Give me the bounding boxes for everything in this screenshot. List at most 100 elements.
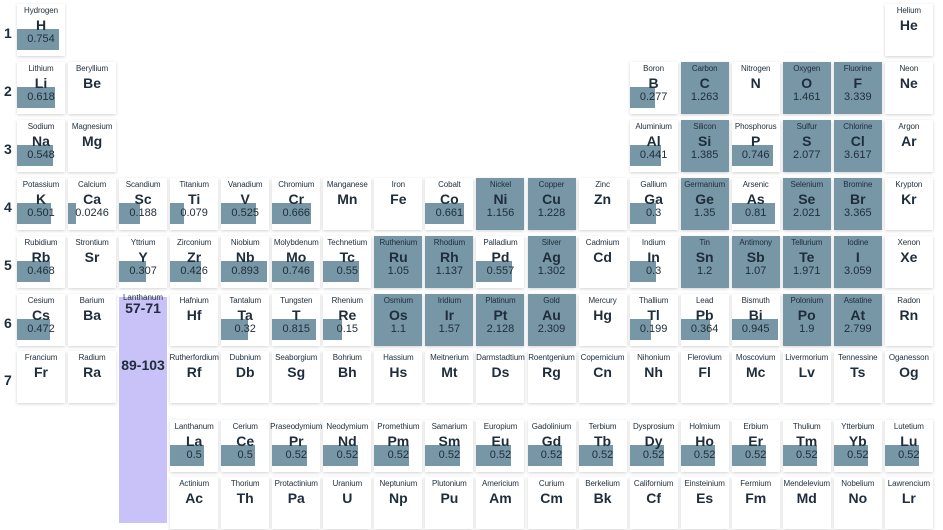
element-tile[interactable]: Phosphorus P 0.746 bbox=[731, 119, 780, 172]
element-tile[interactable]: Dysprosium Dy 0.52 bbox=[629, 420, 678, 472]
element-tile[interactable]: Palladium Pd 0.557 bbox=[476, 235, 525, 288]
element-tile[interactable]: Iridium Ir 1.57 bbox=[425, 293, 474, 346]
element-tile[interactable]: Californium Cf bbox=[629, 477, 678, 529]
element-tile[interactable]: Niobium Nb 0.893 bbox=[221, 235, 270, 288]
element-tile[interactable]: Yttrium Y 0.307 bbox=[119, 235, 168, 288]
element-tile[interactable]: Germanium Ge 1.35 bbox=[680, 177, 729, 230]
element-tile[interactable]: Plutonium Pu bbox=[425, 477, 474, 529]
element-tile[interactable]: Praseodymium Pr 0.52 bbox=[270, 420, 322, 472]
element-tile[interactable]: Astatine At 2.799 bbox=[833, 293, 882, 346]
element-tile[interactable]: Fermium Fm bbox=[731, 477, 780, 529]
element-tile[interactable]: Chromium Cr 0.666 bbox=[272, 177, 321, 230]
element-tile[interactable]: Sodium Na 0.548 bbox=[17, 119, 65, 172]
element-tile[interactable]: Uranium U bbox=[323, 477, 372, 529]
element-tile[interactable]: Silicon Si 1.385 bbox=[680, 119, 729, 172]
element-tile[interactable]: Sulfur S 2.077 bbox=[782, 119, 831, 172]
element-tile[interactable]: Bromine Br 3.365 bbox=[833, 177, 882, 230]
element-tile[interactable]: Radon Rn bbox=[884, 293, 933, 346]
element-tile[interactable]: Tellurium Te 1.971 bbox=[782, 235, 831, 288]
element-tile[interactable]: Beryllium Be bbox=[68, 61, 117, 114]
element-tile[interactable]: Oxygen O 1.461 bbox=[782, 61, 831, 114]
element-tile[interactable]: Gallium Ga 0.3 bbox=[629, 177, 678, 230]
element-tile[interactable]: Rhodium Rh 1.137 bbox=[425, 235, 474, 288]
element-tile[interactable]: Tin Sn 1.2 bbox=[680, 235, 729, 288]
element-tile[interactable]: Tantalum Ta 0.32 bbox=[221, 293, 270, 346]
element-tile[interactable]: Argon Ar bbox=[884, 119, 933, 172]
element-tile[interactable]: Copper Cu 1.228 bbox=[527, 177, 576, 230]
element-tile[interactable]: Neodymium Nd 0.52 bbox=[323, 420, 372, 472]
element-tile[interactable]: Lanthanum La 0.5 bbox=[170, 420, 219, 472]
element-tile[interactable]: Magnesium Mg bbox=[68, 119, 117, 172]
element-tile[interactable]: Chlorine Cl 3.617 bbox=[833, 119, 882, 172]
element-tile[interactable]: Arsenic As 0.81 bbox=[731, 177, 780, 230]
element-tile[interactable]: Lawrencium Lr bbox=[884, 477, 933, 529]
element-tile[interactable]: Tennessine Ts bbox=[833, 351, 882, 404]
element-tile[interactable]: Rhenium Re 0.15 bbox=[323, 293, 372, 346]
lanthanide-placeholder[interactable]: Lanthanum 57-71 bbox=[119, 293, 167, 347]
element-tile[interactable]: Neon Ne bbox=[884, 61, 933, 114]
element-tile[interactable]: Potassium K 0.501 bbox=[17, 177, 65, 230]
element-tile[interactable]: Hydrogen H 0.754 bbox=[17, 4, 65, 56]
element-tile[interactable]: Gold Au 2.309 bbox=[527, 293, 576, 346]
element-tile[interactable]: Technetium Tc 0.55 bbox=[323, 235, 372, 288]
element-tile[interactable]: Neptunium Np bbox=[374, 477, 423, 529]
element-tile[interactable]: Lutetium Lu 0.52 bbox=[884, 420, 933, 472]
element-tile[interactable]: Samarium Sm 0.52 bbox=[425, 420, 474, 472]
element-tile[interactable]: Moscovium Mc bbox=[731, 351, 780, 404]
element-tile[interactable]: Berkelium Bk bbox=[578, 477, 627, 529]
element-tile[interactable]: Oganesson Og bbox=[884, 351, 933, 404]
element-tile[interactable]: Ruthenium Ru 1.05 bbox=[374, 235, 423, 288]
element-tile[interactable]: Americium Am bbox=[476, 477, 525, 529]
element-tile[interactable]: Roentgenium Rg bbox=[527, 351, 576, 404]
element-tile[interactable]: Cesium Cs 0.472 bbox=[17, 293, 65, 346]
element-tile[interactable]: Osmium Os 1.1 bbox=[374, 293, 423, 346]
element-tile[interactable]: Einsteinium Es bbox=[680, 477, 729, 529]
element-tile[interactable]: Strontium Sr bbox=[68, 235, 117, 288]
element-tile[interactable]: Nitrogen N bbox=[731, 61, 780, 114]
element-tile[interactable]: Helium He bbox=[884, 4, 933, 56]
element-tile[interactable]: Terbium Tb 0.52 bbox=[578, 420, 627, 472]
element-tile[interactable]: Bohrium Bh bbox=[323, 351, 372, 404]
element-tile[interactable]: Lead Pb 0.364 bbox=[680, 293, 729, 346]
element-tile[interactable]: Hafnium Hf bbox=[170, 293, 219, 346]
element-tile[interactable]: Flerovium Fl bbox=[680, 351, 729, 404]
element-tile[interactable]: Nihonium Nh bbox=[629, 351, 678, 404]
element-tile[interactable]: Nobelium No bbox=[833, 477, 882, 529]
element-tile[interactable]: Scandium Sc 0.188 bbox=[119, 177, 168, 230]
element-tile[interactable]: Protactinium Pa bbox=[272, 477, 321, 529]
element-tile[interactable]: Lithium Li 0.618 bbox=[17, 61, 65, 114]
element-tile[interactable]: Francium Fr bbox=[17, 351, 65, 404]
element-tile[interactable]: Antimony Sb 1.07 bbox=[731, 235, 780, 288]
element-tile[interactable]: Promethium Pm 0.52 bbox=[374, 420, 423, 472]
element-tile[interactable]: Nickel Ni 1.156 bbox=[476, 177, 525, 230]
element-tile[interactable]: Cadmium Cd bbox=[578, 235, 627, 288]
element-tile[interactable]: Fluorine F 3.339 bbox=[833, 61, 882, 114]
element-tile[interactable]: Dubnium Db bbox=[221, 351, 270, 404]
element-tile[interactable]: Seaborgium Sg bbox=[272, 351, 321, 404]
element-tile[interactable]: Manganese Mn bbox=[323, 177, 372, 230]
element-tile[interactable]: Vanadium V 0.525 bbox=[221, 177, 270, 230]
element-tile[interactable]: Thorium Th bbox=[221, 477, 270, 529]
element-tile[interactable]: Molybdenum Mo 0.746 bbox=[272, 235, 321, 288]
element-tile[interactable]: Cerium Ce 0.5 bbox=[221, 420, 270, 472]
element-tile[interactable]: Bismuth Bi 0.945 bbox=[731, 293, 780, 346]
element-tile[interactable]: Holmium Ho 0.52 bbox=[680, 420, 729, 472]
element-tile[interactable]: Actinium Ac bbox=[170, 477, 219, 529]
element-tile[interactable]: Aluminium Al 0.441 bbox=[629, 119, 678, 172]
element-tile[interactable]: Iron Fe bbox=[374, 177, 423, 230]
element-tile[interactable]: Curium Cm bbox=[527, 477, 576, 529]
element-tile[interactable]: Mercury Hg bbox=[578, 293, 627, 346]
element-tile[interactable]: Boron B 0.277 bbox=[629, 61, 678, 114]
element-tile[interactable]: Hassium Hs bbox=[374, 351, 423, 404]
element-tile[interactable]: Platinum Pt 2.128 bbox=[476, 293, 525, 346]
element-tile[interactable]: Livermorium Lv bbox=[782, 351, 831, 404]
element-tile[interactable]: Zinc Zn bbox=[578, 177, 627, 230]
element-tile[interactable]: Ytterbium Yb 0.52 bbox=[833, 420, 882, 472]
element-tile[interactable]: Calcium Ca 0.0246 bbox=[68, 177, 117, 230]
element-tile[interactable]: Indium In 0.3 bbox=[629, 235, 678, 288]
element-tile[interactable]: Silver Ag 1.302 bbox=[527, 235, 576, 288]
element-tile[interactable]: Tungsten T 0.815 bbox=[272, 293, 321, 346]
element-tile[interactable]: Rutherfordium Rf bbox=[169, 351, 219, 404]
element-tile[interactable]: Krypton Kr bbox=[884, 177, 933, 230]
element-tile[interactable]: Titanium Ti 0.079 bbox=[170, 177, 219, 230]
